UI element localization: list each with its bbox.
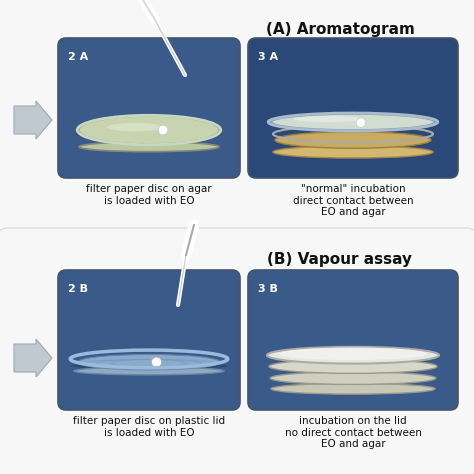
Text: (B) Vapour assay: (B) Vapour assay <box>267 252 412 267</box>
Text: 2 B: 2 B <box>68 284 88 294</box>
Text: 2 A: 2 A <box>68 52 88 62</box>
Ellipse shape <box>273 146 433 158</box>
Ellipse shape <box>74 367 224 375</box>
Ellipse shape <box>279 347 427 360</box>
Text: (A) Aromatogram: (A) Aromatogram <box>265 22 414 37</box>
Ellipse shape <box>78 355 220 370</box>
Text: "normal" incubation
direct contact between
EO and agar: "normal" incubation direct contact betwe… <box>292 184 413 217</box>
Ellipse shape <box>293 116 365 122</box>
FancyBboxPatch shape <box>0 0 474 244</box>
Ellipse shape <box>267 347 439 364</box>
Ellipse shape <box>271 114 435 130</box>
FancyBboxPatch shape <box>0 228 474 474</box>
Text: 3 A: 3 A <box>258 52 278 62</box>
Text: filter paper disc on plastic lid
is loaded with EO: filter paper disc on plastic lid is load… <box>73 416 225 438</box>
Ellipse shape <box>79 116 219 144</box>
Ellipse shape <box>270 372 436 384</box>
FancyBboxPatch shape <box>58 270 240 410</box>
Ellipse shape <box>271 383 435 394</box>
Text: filter paper disc on agar
is loaded with EO: filter paper disc on agar is loaded with… <box>86 184 212 206</box>
Circle shape <box>356 118 366 128</box>
Ellipse shape <box>269 359 437 374</box>
FancyArrow shape <box>14 101 52 139</box>
Ellipse shape <box>79 142 219 152</box>
FancyBboxPatch shape <box>248 38 458 178</box>
Text: 3 B: 3 B <box>258 284 278 294</box>
Ellipse shape <box>107 123 163 131</box>
FancyBboxPatch shape <box>248 270 458 410</box>
Ellipse shape <box>275 132 431 148</box>
Text: incubation on the lid
no direct contact between
EO and agar: incubation on the lid no direct contact … <box>284 416 421 449</box>
FancyArrow shape <box>14 339 52 377</box>
Ellipse shape <box>70 363 228 369</box>
Ellipse shape <box>75 128 222 140</box>
Circle shape <box>158 125 168 135</box>
Circle shape <box>151 357 162 367</box>
FancyBboxPatch shape <box>58 38 240 178</box>
